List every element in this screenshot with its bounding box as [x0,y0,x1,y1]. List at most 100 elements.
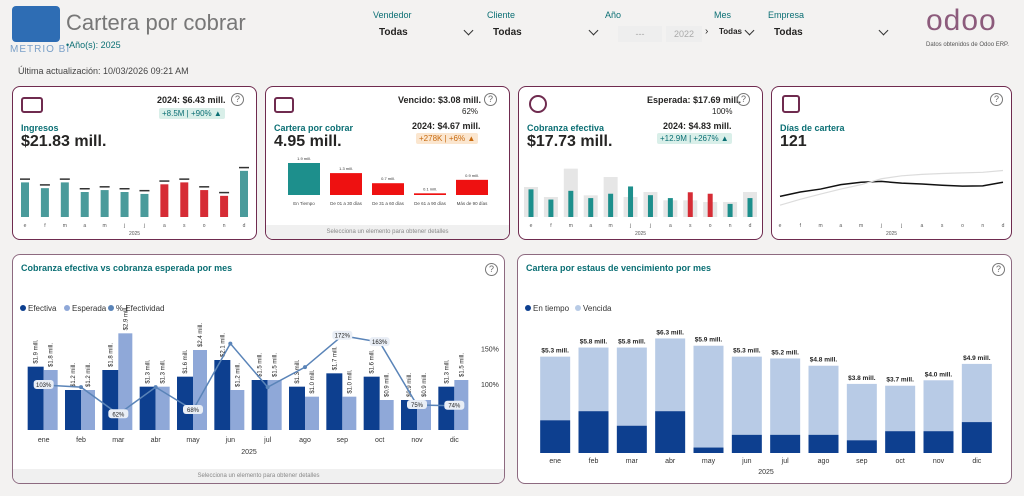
cliente-select[interactable]: Todas [493,27,522,38]
month-tick: jun [225,437,235,444]
anio-from-input[interactable]: --- [618,26,662,42]
ingresos-bar [21,182,29,217]
efectividad-point [228,341,233,346]
efectiva-label: $1.6 mill. [183,349,189,373]
kpi-title: Días de cartera [780,123,845,133]
cobranza-chart-card[interactable]: Cobranza efectiva vs cobranza esperada p… [12,254,505,484]
kpi-ingresos[interactable]: 2024: $6.43 mill. +8.5M | +90% ▲ ? Ingre… [12,86,257,240]
month-tick: jun [741,458,751,465]
prev-year-marker [219,191,230,194]
efectividad-point [153,385,158,390]
kpi-cobranza[interactable]: Esperada: $17.69 mill. 100% 2024: $4.83 … [518,86,763,240]
help-icon[interactable]: ? [737,93,750,106]
vencida-bar [655,338,686,412]
year-filter-summary: •Año(s): 2025 [66,40,121,50]
chevron-right-icon[interactable]: › [705,26,709,37]
month-tick: ago [299,437,311,444]
efectividad-label: 68% [187,408,200,414]
prev-year-marker [159,180,170,182]
ingresos-bar [80,192,89,217]
month-tick: ene [549,458,561,465]
kpi-cartera[interactable]: Vencido: $3.08 mill. 62% 2024: $4.67 mil… [265,86,510,240]
efectividad-label-bg [183,405,203,414]
esperada-label: $1.0 mill. [310,369,316,393]
total-label: $3.7 mill. [886,377,914,384]
help-icon[interactable]: ? [231,93,244,106]
chart-title: Cartera por estaus de vencimiento por me… [526,263,712,273]
kpi-prev: 2024: $4.83 mill. [663,121,732,131]
aging-value: 0.1 mill. [423,186,437,191]
month-tick: e [24,223,27,229]
entiempo-bar [616,425,647,453]
esperada-value: Esperada: $17.69 mill. [646,95,741,105]
help-icon[interactable]: ? [992,263,1005,276]
entiempo-bar [808,434,839,453]
ingresos-bar [220,195,229,217]
ingresos-bar [160,184,169,217]
month-tick: m [63,223,67,229]
esperada-bar [81,390,95,430]
chevron-down-icon[interactable] [463,25,474,36]
anio-to-input[interactable]: 2022 [666,26,702,42]
prev-year-marker [199,186,210,188]
ingresos-bar [240,170,248,217]
chevron-down-icon[interactable] [588,25,599,36]
vencimiento-chart: En tiempo Vencida $5.3 mill. ene $5.8 mill. f… [525,304,992,476]
total-label: $4.0 mill. [925,371,953,378]
legend-marker [108,305,114,311]
help-icon[interactable]: ? [990,93,1003,106]
chevron-down-icon[interactable] [878,25,889,36]
chevron-down-icon[interactable] [744,25,755,36]
efectividad-point [79,385,83,390]
legend-item: Vencida [583,304,612,313]
details-hint: Selecciona un elemento para obtener deta… [266,225,509,239]
vendedor-select[interactable]: Todas [379,27,408,38]
last-updated: Última actualización: 10/03/2026 09:21 A… [18,66,189,76]
month-tick: j [629,223,631,229]
aging-label: De 01 a 30 días [330,201,363,206]
year-label: 2025 [886,231,897,237]
total-label: $4.9 mill. [963,355,991,362]
month-tick: a [163,223,166,229]
month-tick: m [818,223,822,229]
aging-value: 0.9 mill. [465,173,479,178]
anio-label: Año [605,10,622,20]
esperada-bar [230,390,245,430]
help-icon[interactable]: ? [484,93,497,106]
esperada-label: $1.5 mill. [459,353,465,377]
efectiva-bar [707,193,713,217]
vencimiento-chart-card[interactable]: Cartera por estaus de vencimiento por me… [517,254,1012,484]
aging-bar [414,193,446,195]
year-label: 2025 [129,231,140,237]
mes-select[interactable]: Todas [719,27,742,36]
entiempo-bar [540,420,571,453]
efectividad-label: 74% [448,404,461,410]
prev-year-marker [59,178,70,180]
efectiva-bar [747,198,753,217]
kpi-dias[interactable]: ? Días de cartera 121 e f m a m j j a s o n d 2025 [771,86,1012,240]
efectiva-label: $1.2 mill. [71,363,77,387]
total-label: $3.8 mill. [848,375,876,382]
esperada-pct: 100% [712,107,733,116]
month-tick: s [941,223,944,229]
efectiva-label: $1.3 mill. [146,359,152,383]
efectiva-bar [528,189,534,217]
efectiva-label: $1.9 mill. [34,339,40,363]
efectiva-bar [548,199,554,217]
empresa-select[interactable]: Todas [774,27,803,38]
chart-title: Cobranza efectiva vs cobranza esperada p… [21,263,233,273]
esperada-bar [342,396,357,430]
ingresos-bar [180,182,189,217]
month-tick: nov [933,458,945,465]
help-icon[interactable]: ? [485,263,498,276]
month-tick: mar [626,458,639,465]
entiempo-bar [846,440,877,453]
efectividad-label-bg [407,400,427,409]
esperada-label: $1.5 mill. [273,353,279,377]
month-tick: j [143,223,145,229]
month-tick: n [981,223,984,229]
vencida-bar [885,385,916,432]
month-tick: dic [450,437,459,444]
y2-tick: 150% [481,346,499,353]
month-tick: oct [895,458,904,465]
